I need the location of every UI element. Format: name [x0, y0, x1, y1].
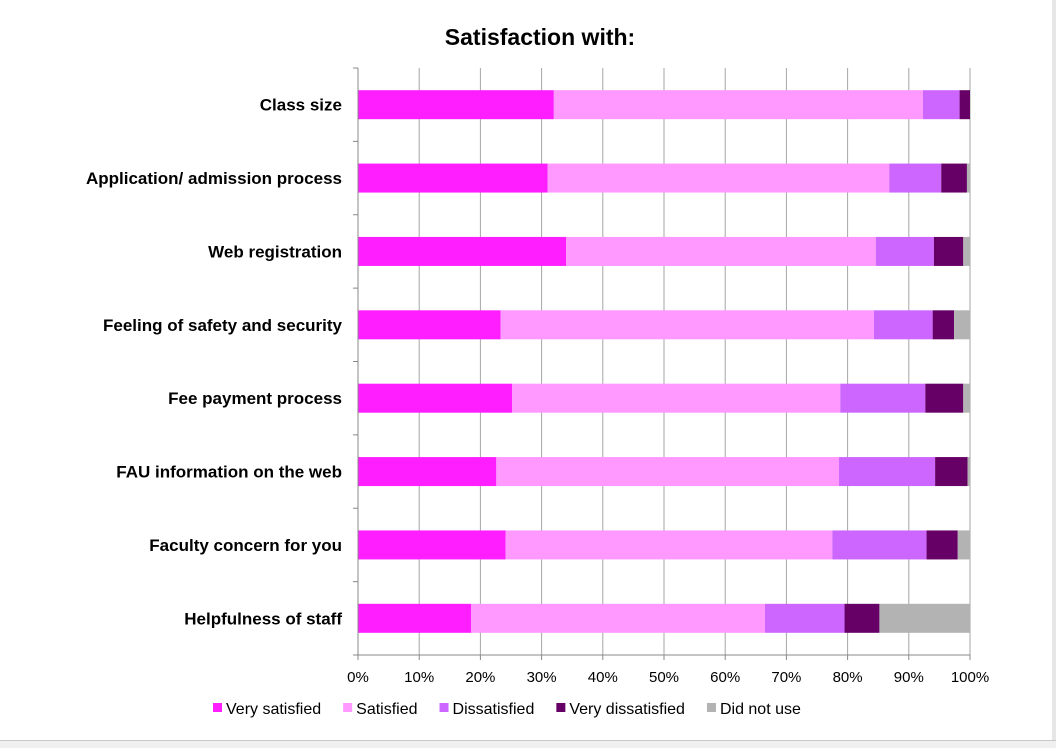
- category-labels: Class size Application/ admission process…: [86, 96, 343, 629]
- legend-label: Dissatisfied: [453, 701, 535, 718]
- bar-segment: [566, 236, 876, 266]
- bar-segment: [959, 90, 970, 120]
- bar-segment: [844, 603, 880, 633]
- bar-segment: [963, 236, 970, 266]
- bar-segment: [957, 530, 970, 560]
- bar-segment: [496, 457, 840, 487]
- bar-segment: [954, 310, 970, 340]
- bar-segment: [505, 530, 833, 560]
- bar-segment: [500, 310, 874, 340]
- bar-segment: [358, 163, 548, 193]
- legend-label: Very satisfied: [226, 701, 321, 718]
- chart-title: Satisfaction with:: [444, 24, 636, 50]
- bar-segment: [547, 163, 890, 193]
- x-tick-label: 40%: [588, 669, 618, 686]
- legend: Very satisfied Satisfied Dissatisfied Very …: [213, 701, 801, 718]
- bar-segment: [358, 383, 513, 413]
- category-label: Fee payment process: [168, 389, 342, 408]
- x-tick-label: 0%: [347, 669, 369, 686]
- category-label: Feeling of safety and security: [103, 316, 343, 335]
- window-edge: [1052, 0, 1056, 740]
- category-label: Web registration: [208, 242, 342, 261]
- bar-segment: [922, 90, 960, 120]
- legend-swatch: [213, 703, 222, 712]
- legend-swatch: [439, 703, 449, 712]
- bar-segment: [358, 603, 472, 633]
- x-tick-label: 20%: [465, 669, 495, 686]
- bar-segment: [879, 603, 970, 633]
- x-tick-label: 10%: [404, 669, 434, 686]
- bar-segment: [358, 90, 554, 120]
- category-label: FAU information on the web: [116, 463, 342, 482]
- bar-segment: [358, 457, 497, 487]
- bar-segment: [925, 383, 964, 413]
- bar-segment: [935, 457, 968, 487]
- bar-segment: [873, 310, 933, 340]
- category-label: Application/ admission process: [86, 169, 342, 188]
- x-tick-label: 50%: [649, 669, 679, 686]
- bar-segment: [966, 163, 970, 193]
- bar-segment: [512, 383, 841, 413]
- category-label: Helpfulness of staff: [184, 609, 342, 628]
- bar-segment: [764, 603, 845, 633]
- x-tick-label: 30%: [527, 669, 557, 686]
- category-label: Class size: [260, 96, 342, 115]
- x-tick-labels: 0% 10% 20% 30% 40% 50% 60% 70% 80% 90% 100%: [347, 669, 989, 686]
- bar-segment: [875, 236, 934, 266]
- bar-segment: [358, 530, 506, 560]
- x-tick-label: 70%: [771, 669, 801, 686]
- bars: [358, 90, 970, 633]
- legend-label: Very dissatisfied: [569, 701, 685, 718]
- gridlines: [418, 68, 971, 655]
- legend-label: Satisfied: [356, 701, 417, 718]
- bar-segment: [889, 163, 942, 193]
- legend-label: Did not use: [720, 701, 801, 718]
- legend-swatch: [706, 703, 716, 712]
- legend-swatch: [556, 703, 566, 712]
- bar-segment: [967, 457, 970, 487]
- bar-segment: [832, 530, 927, 560]
- bar-segment: [963, 383, 970, 413]
- bar-segment: [840, 383, 926, 413]
- x-tick-label: 80%: [833, 669, 863, 686]
- bar-segment: [471, 603, 765, 633]
- x-tick-label: 100%: [951, 669, 989, 686]
- category-label: Faculty concern for you: [149, 536, 342, 555]
- window-bottom-edge: [0, 740, 1056, 748]
- bar-segment: [941, 163, 967, 193]
- x-tick-label: 90%: [894, 669, 924, 686]
- bar-segment: [553, 90, 923, 120]
- legend-swatch: [343, 703, 353, 712]
- axes: [353, 67, 971, 660]
- x-tick-label: 60%: [710, 669, 740, 686]
- bar-segment: [358, 310, 501, 340]
- bar-segment: [358, 236, 567, 266]
- bar-segment: [932, 310, 955, 340]
- bar-segment: [839, 457, 936, 487]
- bar-segment: [926, 530, 958, 560]
- bar-segment: [933, 236, 964, 266]
